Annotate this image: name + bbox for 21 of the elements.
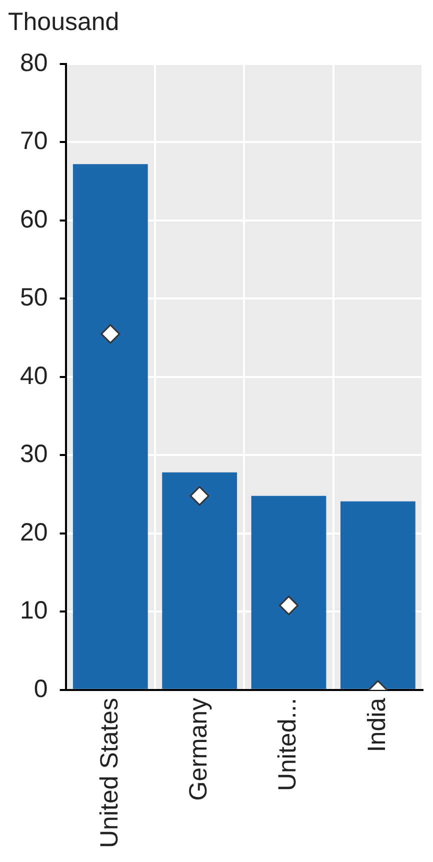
y-axis-title: Thousand [8, 8, 120, 36]
y-tick-label: 70 [20, 127, 48, 156]
y-tick-label: 0 [34, 674, 48, 703]
y-tick-label: 80 [20, 48, 48, 77]
y-tick-label: 30 [20, 440, 48, 468]
x-tick-label: United States [95, 698, 124, 848]
y-tick-label: 60 [20, 205, 48, 234]
y-tick-label: 50 [20, 284, 48, 312]
point [190, 486, 210, 506]
y-tick-label: 10 [20, 596, 48, 625]
x-tick-label: Germany [184, 697, 212, 801]
x-tick-label: India [362, 698, 391, 752]
point [278, 596, 298, 616]
point [100, 324, 120, 344]
bar [340, 501, 416, 689]
x-tick-label: United... [274, 698, 302, 792]
bar [251, 496, 326, 689]
y-tick-label: 40 [20, 362, 48, 390]
y-tick-label: 20 [20, 518, 48, 546]
bar [72, 164, 148, 689]
bar [162, 472, 238, 689]
